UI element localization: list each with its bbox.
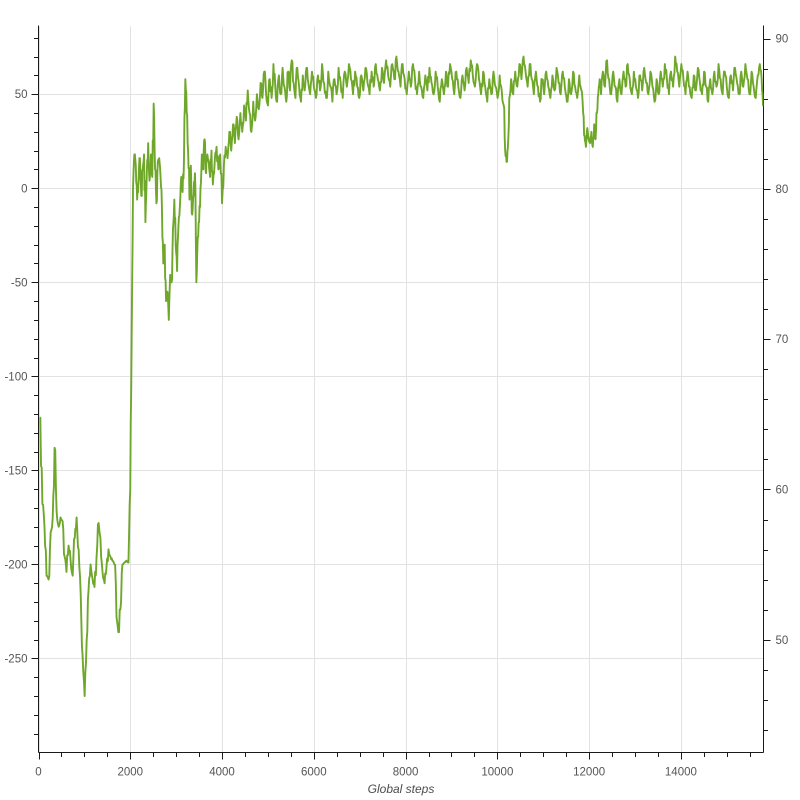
y-tick-label-left: -250 (4, 653, 27, 665)
axis-ticks (31, 37, 771, 760)
x-tick-label: 4000 (209, 767, 235, 779)
y-tick-label-left: 0 (21, 183, 27, 195)
x-tick-label: 10000 (481, 767, 513, 779)
axes (37, 25, 765, 754)
axis-tick-labels: 50 0 -50 -100 -150 -200 -250 90 80 70 60 50 0 2000 400… (4, 34, 788, 779)
y-tick-label-left: -150 (4, 465, 27, 477)
y-tick-label-right: 70 (776, 334, 789, 346)
y-tick-label-left: -200 (4, 559, 27, 571)
x-tick-label: 6000 (301, 767, 327, 779)
x-tick-label: 2000 (117, 767, 143, 779)
y-tick-label-right: 90 (776, 34, 789, 46)
gridlines (38, 26, 764, 753)
y-tick-label-right: 50 (776, 635, 789, 647)
x-tick-label: 14000 (665, 767, 697, 779)
y-tick-label-left: 50 (15, 89, 28, 101)
x-tick-label: 0 (35, 767, 41, 779)
x-axis-title: Global steps (368, 782, 435, 796)
y-tick-label-left: -50 (11, 277, 28, 289)
y-tick-label-right: 60 (776, 484, 789, 496)
series-layer (39, 55, 764, 698)
series-line-reward (39, 55, 764, 698)
y-tick-label-right: 80 (776, 184, 789, 196)
y-tick-label-left: -100 (4, 371, 27, 383)
x-tick-label: 12000 (573, 767, 605, 779)
x-tick-label: 8000 (393, 767, 419, 779)
